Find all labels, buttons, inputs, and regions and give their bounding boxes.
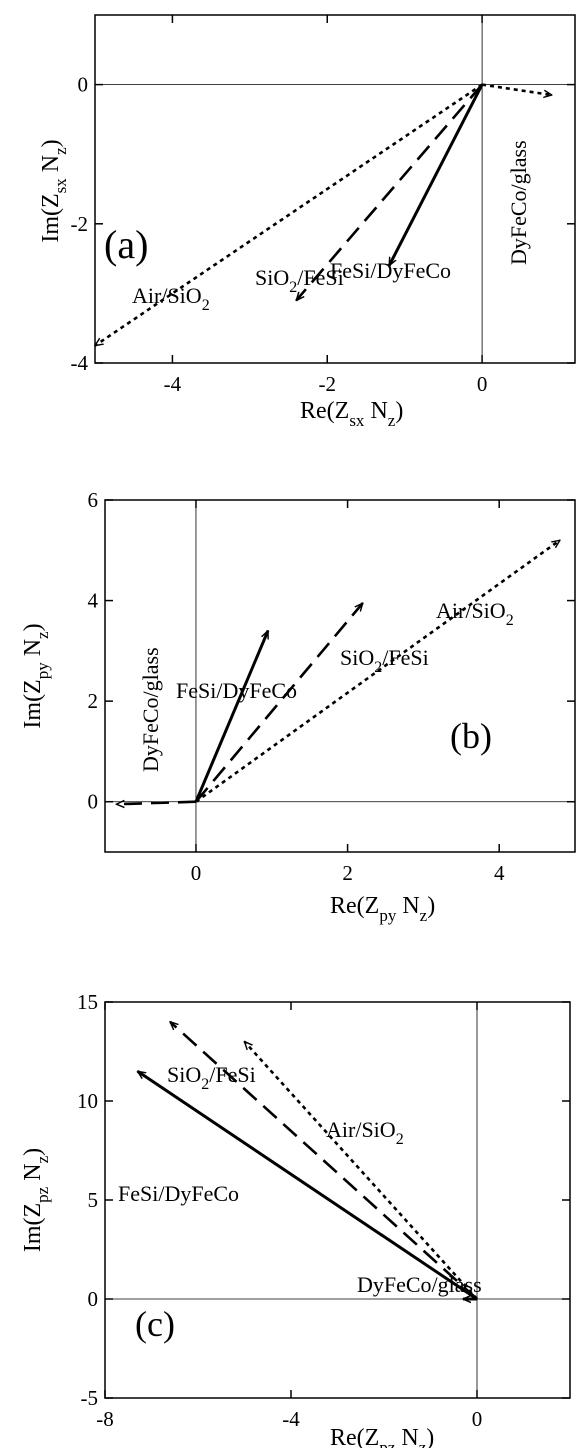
x-axis-label: Re(Zpy Nz) <box>330 893 435 925</box>
x-tick-label: 2 <box>342 861 353 885</box>
vector-label-air-sio2: Air/SiO2 <box>436 598 514 629</box>
svg-text:Air/SiO2: Air/SiO2 <box>132 283 210 314</box>
vector-label-dyfeco-glass: DyFeCo/glass <box>138 647 163 772</box>
y-tick-label: 10 <box>77 1089 98 1113</box>
vector-fesi-dyfeco <box>138 1070 478 1301</box>
svg-text:Air/SiO2: Air/SiO2 <box>436 598 514 629</box>
vector-fesi-dyfeco <box>194 631 270 803</box>
vector-dyfeco-glass <box>481 83 552 95</box>
svg-text:SiO2/FeSi: SiO2/FeSi <box>167 1062 256 1093</box>
vector-dyfeco-glass <box>116 802 197 805</box>
y-tick-label: -4 <box>71 351 89 375</box>
vector-air-sio2 <box>245 1042 478 1300</box>
panel-label: (b) <box>450 716 492 756</box>
x-tick-label: 0 <box>477 372 488 396</box>
y-tick-label: 6 <box>88 488 99 512</box>
panel-a: -4 -2 0 -4 -2 0 Re(Zsx Nz) Im(Zsx Nz) (a) Air/S… <box>38 14 576 430</box>
vector-label-air-sio2: Air/SiO2 <box>132 283 210 314</box>
vector-label-dyfeco-glass: DyFeCo/glass <box>357 1272 482 1297</box>
panel-label: (a) <box>104 222 148 267</box>
vector-label-fesi-dyfeco: FeSi/DyFeCo <box>176 678 297 703</box>
vector-label-dyfeco-glass: DyFeCo/glass <box>506 140 531 265</box>
svg-text:SiO2/FeSi: SiO2/FeSi <box>255 265 344 296</box>
x-axis-label: Re(Zsx Nz) <box>300 398 403 430</box>
y-tick-label: -2 <box>71 212 89 236</box>
x-tick-label: 0 <box>191 861 202 885</box>
plot-frame <box>94 14 576 364</box>
vector-label-air-sio2: Air/SiO2 <box>326 1117 404 1148</box>
y-tick-label: 15 <box>77 990 98 1014</box>
y-axis-label: Im(Zpy Nz) <box>20 623 52 728</box>
svg-text:SiO2/FeSi: SiO2/FeSi <box>340 645 429 676</box>
vector-sio2-fesi <box>194 603 363 803</box>
panel-label: (c) <box>135 1304 175 1344</box>
vector-label-fesi-dyfeco: FeSi/DyFeCo <box>330 258 451 283</box>
y-tick-label: 0 <box>88 790 99 814</box>
x-tick-label: 4 <box>494 861 505 885</box>
y-axis-label: Im(Zsx Nz) <box>38 139 70 242</box>
y-tick-label: 2 <box>88 689 99 713</box>
vector-air-sio2 <box>195 539 560 803</box>
x-tick-label: -2 <box>319 372 337 396</box>
vector-label-sio2-fesi: SiO2/FeSi <box>255 265 344 296</box>
x-tick-label: -4 <box>282 1407 300 1431</box>
y-axis-label: Im(Zpz Nz) <box>20 1148 52 1252</box>
vector-sio2-fesi <box>170 1022 478 1300</box>
x-axis-label: Re(Zpz Nz) <box>330 1425 434 1448</box>
vector-label-fesi-dyfeco: FeSi/DyFeCo <box>118 1181 239 1206</box>
vector-sio2-fesi <box>296 83 484 301</box>
y-tick-label: 0 <box>88 1287 99 1311</box>
panel-b: 0 2 4 0 2 4 6 Re(Zpy Nz) Im(Zpy Nz) (b) Air/SiO2… <box>20 488 576 925</box>
x-tick-label: -8 <box>96 1407 114 1431</box>
y-tick-label: -5 <box>81 1386 99 1410</box>
y-tick-label: 5 <box>88 1188 99 1212</box>
vector-label-sio2-fesi: SiO2/FeSi <box>167 1062 256 1093</box>
plot-frame <box>104 499 576 853</box>
y-tick-label: 4 <box>88 589 99 613</box>
vector-fesi-dyfeco <box>387 83 484 266</box>
panel-c: -8 -4 0 -5 0 5 10 15 Re(Zpz Nz) Im(Zpz Nz) (c) Si… <box>20 990 571 1448</box>
vector-label-sio2-fesi: SiO2/FeSi <box>340 645 429 676</box>
x-tick-label: -4 <box>164 372 182 396</box>
x-tick-label: 0 <box>472 1407 483 1431</box>
y-tick-label: 0 <box>78 73 89 97</box>
svg-text:Air/SiO2: Air/SiO2 <box>326 1117 404 1148</box>
vector-air-sio2 <box>95 83 483 347</box>
